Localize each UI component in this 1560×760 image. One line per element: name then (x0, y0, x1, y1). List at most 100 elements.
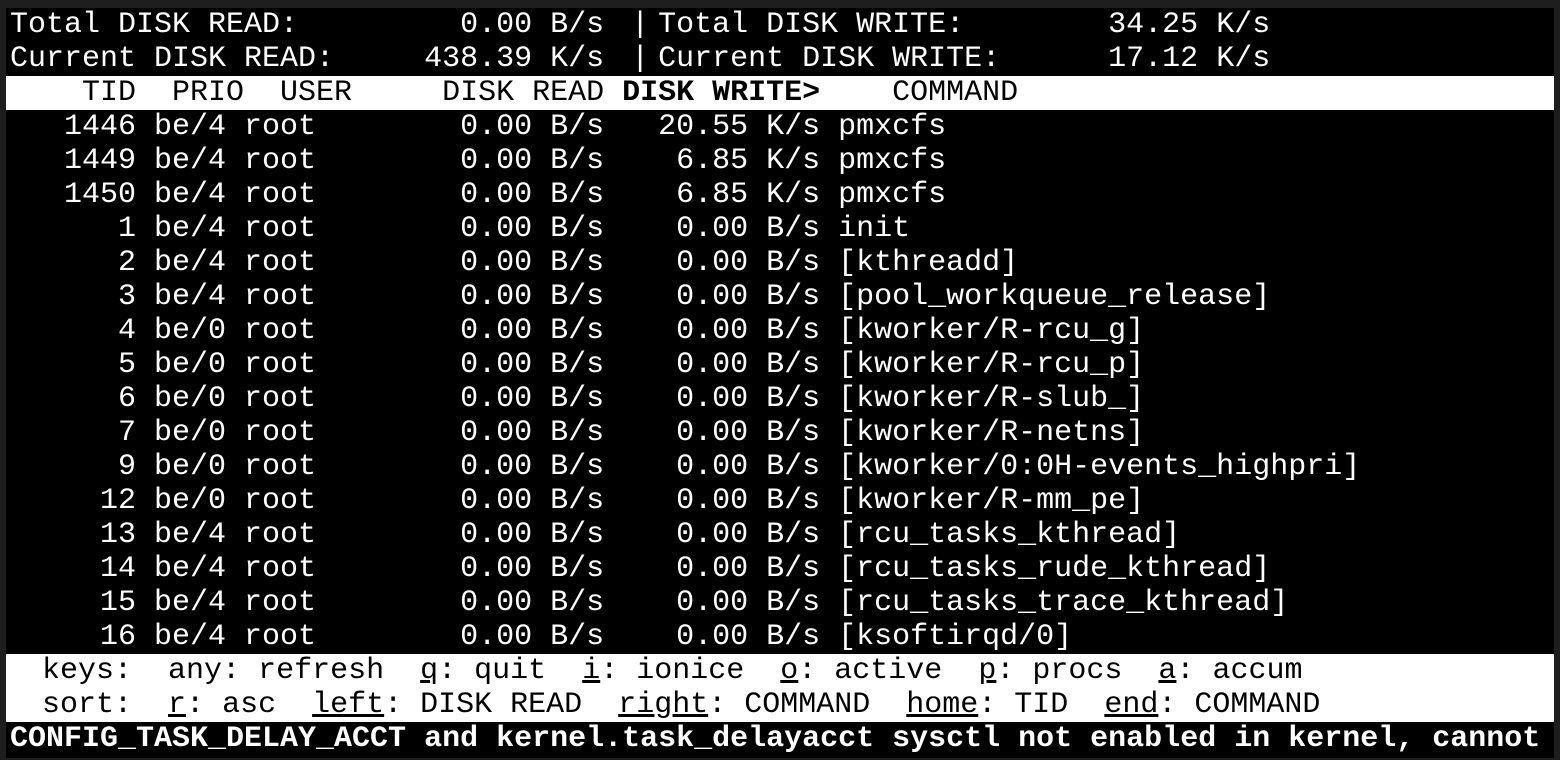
command-cell: [pool_workqueue_release] (838, 280, 1271, 314)
table-row[interactable]: 15 be/4 root 0.00 B/s 0.00 B/s [rcu_tasks_tra… (10, 586, 1554, 620)
total-read-label: Total DISK READ: (10, 8, 299, 42)
key-description: asc (222, 688, 277, 722)
key-description: COMMAND (1194, 688, 1321, 722)
sort-item-r[interactable]: r: asc (168, 688, 277, 722)
command-cell: [kworker/R-rcu_g] (838, 314, 1145, 348)
tid-cell: 5 (118, 348, 137, 382)
keys-item-a[interactable]: a: accum (1158, 654, 1303, 688)
sort-item-right[interactable]: right: COMMAND (618, 688, 871, 722)
keys-item-p[interactable]: p: procs (978, 654, 1123, 688)
tid-cell: 1449 (64, 144, 137, 178)
tid-cell: 2 (118, 246, 137, 280)
tid-cell: 13 (100, 518, 137, 552)
prio-cell: be/4 (154, 178, 227, 212)
prio-cell: be/0 (154, 314, 227, 348)
table-row[interactable]: 3 be/4 root 0.00 B/s 0.00 B/s [pool_workqueue… (10, 280, 1554, 314)
key-name: q (420, 654, 439, 688)
key-description: COMMAND (744, 688, 871, 722)
user-cell: root (244, 314, 317, 348)
disk-write-cell: 0.00 B/s (676, 450, 821, 484)
user-cell: root (244, 348, 317, 382)
col-command[interactable]: COMMAND (892, 76, 1019, 110)
col-tid[interactable]: TID (82, 76, 137, 110)
table-row[interactable]: 12 be/0 root 0.00 B/s 0.00 B/s [kworker/R-mm_… (10, 484, 1554, 518)
disk-write-cell: 0.00 B/s (676, 382, 821, 416)
tid-cell: 1 (118, 212, 137, 246)
table-row[interactable]: 5 be/0 root 0.00 B/s 0.00 B/s [kworker/R-rcu_… (10, 348, 1554, 382)
sort-item-left[interactable]: left: DISK READ (312, 688, 583, 722)
command-cell: pmxcfs (838, 144, 947, 178)
disk-read-cell: 0.00 B/s (460, 314, 605, 348)
user-cell: root (244, 586, 317, 620)
tid-cell: 14 (100, 552, 137, 586)
disk-read-cell: 0.00 B/s (460, 280, 605, 314)
disk-read-cell: 0.00 B/s (460, 484, 605, 518)
key-description: TID (1014, 688, 1069, 722)
table-row[interactable]: 14 be/4 root 0.00 B/s 0.00 B/s [rcu_tasks_rud… (10, 552, 1554, 586)
command-cell: [kthreadd] (838, 246, 1019, 280)
key-description: refresh (258, 654, 385, 688)
keys-item-i[interactable]: i: ionice (582, 654, 745, 688)
table-row[interactable]: 7 be/0 root 0.00 B/s 0.00 B/s [kworker/R-netn… (10, 416, 1554, 450)
disk-read-cell: 0.00 B/s (460, 518, 605, 552)
disk-write-cell: 0.00 B/s (676, 348, 821, 382)
table-row[interactable]: 1449 be/4 root 0.00 B/s 6.85 K/s pmxcfs (10, 144, 1554, 178)
command-cell: [kworker/R-mm_pe] (838, 484, 1145, 518)
prio-cell: be/4 (154, 552, 227, 586)
table-row[interactable]: 9 be/0 root 0.00 B/s 0.00 B/s [kworker/0:0H-e… (10, 450, 1554, 484)
key-name: any (168, 654, 223, 688)
table-row[interactable]: 6 be/0 root 0.00 B/s 0.00 B/s [kworker/R-slub… (10, 382, 1554, 416)
table-row[interactable]: 1450 be/4 root 0.00 B/s 6.85 K/s pmxcfs (10, 178, 1554, 212)
key-description: accum (1212, 654, 1303, 688)
command-cell: [ksoftirqd/0] (838, 620, 1073, 654)
disk-write-cell: 0.00 B/s (676, 246, 821, 280)
prio-cell: be/4 (154, 144, 227, 178)
disk-write-cell: 0.00 B/s (676, 552, 821, 586)
separator: | (631, 8, 650, 42)
user-cell: root (244, 620, 317, 654)
process-list: 1446 be/4 root 0.00 B/s 20.55 K/s pmxcfs 1449 b… (6, 110, 1554, 654)
col-disk-write[interactable]: DISK WRITE> (622, 76, 821, 110)
prio-cell: be/4 (154, 110, 227, 144)
current-read-value: 438.39 K/s (424, 42, 605, 76)
user-cell: root (244, 484, 317, 518)
current-write-value: 17.12 K/s (1108, 42, 1271, 76)
tid-cell: 7 (118, 416, 137, 450)
tid-cell: 4 (118, 314, 137, 348)
tid-cell: 1446 (64, 110, 137, 144)
tid-cell: 15 (100, 586, 137, 620)
table-row[interactable]: 2 be/4 root 0.00 B/s 0.00 B/s [kthreadd] (10, 246, 1554, 280)
command-cell: [rcu_tasks_rude_kthread] (838, 552, 1271, 586)
user-cell: root (244, 246, 317, 280)
table-row[interactable]: 1 be/4 root 0.00 B/s 0.00 B/s init (10, 212, 1554, 246)
disk-write-cell: 0.00 B/s (676, 314, 821, 348)
table-row[interactable]: 13 be/4 root 0.00 B/s 0.00 B/s [rcu_tasks_kth… (10, 518, 1554, 552)
disk-read-cell: 0.00 B/s (460, 552, 605, 586)
disk-read-cell: 0.00 B/s (460, 178, 605, 212)
user-cell: root (244, 144, 317, 178)
table-row[interactable]: 1446 be/4 root 0.00 B/s 20.55 K/s pmxcfs (10, 110, 1554, 144)
col-disk-read[interactable]: DISK READ (442, 76, 605, 110)
total-read-value: 0.00 B/s (460, 8, 605, 42)
disk-write-cell: 20.55 K/s (658, 110, 821, 144)
prio-cell: be/0 (154, 416, 227, 450)
key-name: o (780, 654, 799, 688)
command-cell: [kworker/R-slub_] (838, 382, 1145, 416)
keys-label: keys: (42, 654, 133, 688)
user-cell: root (244, 382, 317, 416)
current-read-label: Current DISK READ: (10, 42, 335, 76)
prio-cell: be/4 (154, 280, 227, 314)
table-row[interactable]: 4 be/0 root 0.00 B/s 0.00 B/s [kworker/R-rcu_… (10, 314, 1554, 348)
table-row[interactable]: 16 be/4 root 0.00 B/s 0.00 B/s [ksoftirqd/0] (10, 620, 1554, 654)
keys-item-any[interactable]: any: refresh (168, 654, 385, 688)
keys-item-o[interactable]: o: active (780, 654, 943, 688)
disk-write-cell: 0.00 B/s (676, 484, 821, 518)
key-name: end (1104, 688, 1159, 722)
sort-item-home[interactable]: home: TID (906, 688, 1069, 722)
sort-item-end[interactable]: end: COMMAND (1104, 688, 1321, 722)
col-prio[interactable]: PRIO (172, 76, 245, 110)
keys-item-q[interactable]: q: quit (420, 654, 547, 688)
key-description: active (834, 654, 943, 688)
user-cell: root (244, 518, 317, 552)
col-user[interactable]: USER (280, 76, 353, 110)
